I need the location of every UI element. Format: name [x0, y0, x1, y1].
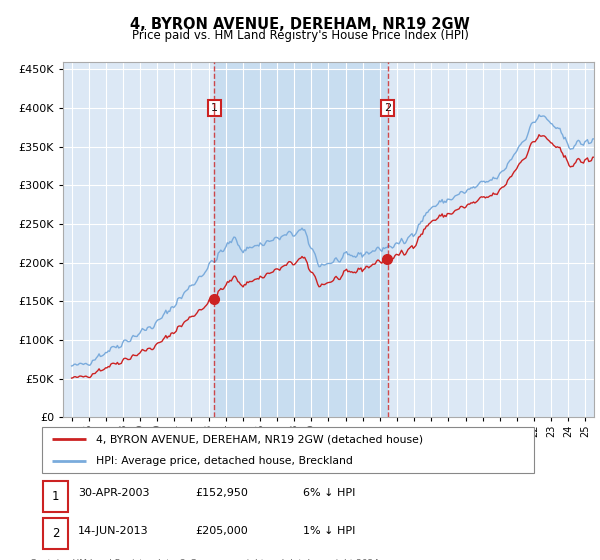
Text: Price paid vs. HM Land Registry's House Price Index (HPI): Price paid vs. HM Land Registry's House …	[131, 29, 469, 42]
Text: 14-JUN-2013: 14-JUN-2013	[78, 526, 149, 536]
Text: 4, BYRON AVENUE, DEREHAM, NR19 2GW (detached house): 4, BYRON AVENUE, DEREHAM, NR19 2GW (deta…	[96, 434, 423, 444]
Text: 1: 1	[52, 489, 59, 503]
Text: £205,000: £205,000	[195, 526, 248, 536]
Text: 1% ↓ HPI: 1% ↓ HPI	[303, 526, 355, 536]
Text: 1: 1	[211, 103, 218, 113]
Text: 4, BYRON AVENUE, DEREHAM, NR19 2GW: 4, BYRON AVENUE, DEREHAM, NR19 2GW	[130, 17, 470, 32]
Text: HPI: Average price, detached house, Breckland: HPI: Average price, detached house, Brec…	[96, 456, 353, 466]
Text: £152,950: £152,950	[195, 488, 248, 498]
Text: 2: 2	[384, 103, 391, 113]
Text: 2: 2	[52, 527, 59, 540]
Text: 30-APR-2003: 30-APR-2003	[78, 488, 149, 498]
Text: 6% ↓ HPI: 6% ↓ HPI	[303, 488, 355, 498]
Text: Contains HM Land Registry data © Crown copyright and database right 2024.
This d: Contains HM Land Registry data © Crown c…	[30, 559, 382, 560]
Bar	[214, 62, 388, 417]
